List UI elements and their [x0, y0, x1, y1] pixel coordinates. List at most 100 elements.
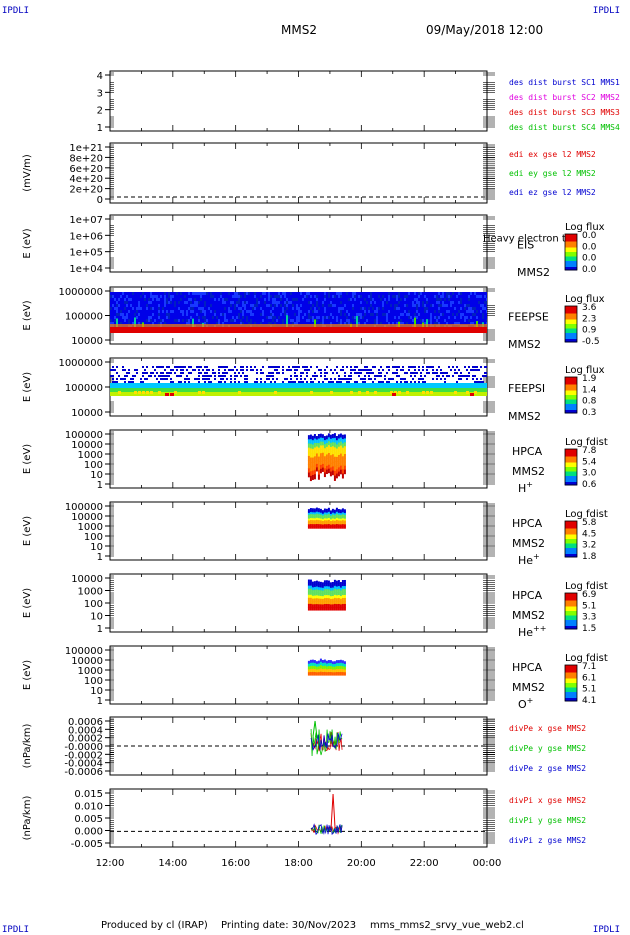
spectrogram-pixel — [220, 313, 222, 316]
spectrogram-pixel — [330, 322, 332, 325]
spectrogram-pixel — [311, 522, 314, 525]
spectrogram-pixel — [176, 375, 178, 377]
colorbar-tick-label: 1.8 — [582, 552, 597, 562]
spectrogram-pixel — [319, 668, 322, 671]
spectrogram-pixel — [112, 381, 114, 383]
spectrogram-pixel — [450, 304, 452, 307]
spectrogram-pixel — [164, 369, 166, 371]
spectrogram-pixel — [272, 372, 274, 374]
time-tick-label: 12:00 — [96, 858, 125, 869]
spectrogram-pixel — [322, 304, 324, 307]
spectrogram-pixel — [325, 660, 328, 663]
spectrogram-pixel — [311, 435, 314, 441]
colorbar-cell — [565, 615, 577, 618]
spectrogram-pixel — [420, 375, 422, 377]
spectrogram-pixel — [378, 307, 380, 310]
spectrogram-pixel — [364, 378, 366, 380]
spectrogram-pixel — [386, 313, 388, 316]
spectrogram-pixel — [298, 381, 300, 383]
colorbar-cell — [565, 681, 577, 684]
spectrogram-pixel — [196, 366, 198, 368]
spectrogram-pixel — [484, 372, 486, 374]
spectrogram-pixel — [316, 366, 318, 368]
spectrogram-pixel — [307, 670, 310, 673]
spectrogram-pixel — [172, 369, 174, 371]
spectrogram-pixel — [150, 316, 152, 319]
spectrogram-pixel — [337, 434, 340, 440]
spectrogram-pixel — [200, 298, 202, 301]
spectrogram-pixel — [430, 313, 432, 316]
spectrogram-pixel — [372, 366, 374, 368]
spectrogram-pixel — [338, 322, 340, 325]
spectrogram-pixel — [319, 510, 322, 514]
spectrogram-pixel — [404, 295, 406, 298]
colorbar-tick-label: 2.3 — [582, 314, 596, 324]
spectrogram-pixel — [327, 460, 330, 466]
spectrogram-pixel — [307, 606, 310, 611]
spectrogram-pixel — [337, 518, 340, 522]
spectrogram-pixel — [341, 508, 344, 511]
spectrogram-pixel — [317, 584, 320, 588]
ytick-label: 1e+05 — [69, 248, 103, 259]
spectrogram-pixel — [452, 301, 454, 304]
spectrogram-pixel — [321, 582, 324, 586]
spectrogram-pixel — [144, 369, 146, 371]
ytick-label: -0.0002 — [64, 750, 103, 761]
spectrogram-pixel — [323, 464, 326, 469]
spectrogram-pixel — [311, 604, 314, 608]
spectrogram-pixel — [341, 580, 344, 584]
spectrogram-pixel — [470, 322, 472, 325]
colorbar-cell — [565, 340, 577, 343]
colorbar-cell — [565, 677, 577, 679]
spectrogram-pixel — [331, 666, 334, 669]
spectrogram-pixel — [337, 516, 340, 520]
spectrogram-pixel — [327, 456, 330, 462]
spectrogram-pixel — [478, 295, 480, 298]
spectrogram-pixel — [180, 366, 182, 368]
spectrogram-pixel — [432, 304, 434, 307]
spectrogram-pixel — [364, 310, 366, 313]
spectrogram-pixel — [360, 378, 362, 380]
spectrogram-pixel — [332, 381, 334, 383]
spectrogram-pixel — [302, 298, 304, 301]
spectrogram-pixel — [333, 461, 336, 467]
spectrogram-pixel — [268, 322, 270, 325]
spectrogram-pixel — [337, 512, 340, 516]
spectrogram-pixel — [331, 673, 334, 676]
spectrogram-pixel — [192, 292, 194, 295]
spectrogram-pixel — [335, 436, 338, 441]
spectrogram-pixel — [346, 322, 348, 325]
spectrogram-pixel — [321, 456, 324, 461]
colorbar-cell — [565, 319, 577, 322]
spectrogram-pixel — [327, 507, 330, 511]
spectrogram-pixel — [290, 375, 292, 377]
spectrogram-pixel — [402, 378, 404, 380]
spectrogram-pixel — [300, 292, 302, 295]
colorbar-cell — [565, 306, 577, 308]
spectrogram-pixel — [288, 369, 290, 371]
spectrogram-pixel — [116, 378, 118, 380]
time-tick-label: 14:00 — [158, 858, 187, 869]
spectrogram-pixel — [414, 313, 416, 316]
spectrogram-pixel — [148, 319, 150, 322]
spectrogram-pixel — [434, 310, 436, 313]
spectrogram-pixel — [337, 589, 340, 593]
spectrogram-pixel — [436, 372, 438, 374]
spectrogram-pixel — [337, 598, 340, 602]
spectrogram-pixel — [464, 366, 466, 368]
spectrogram-pixel — [350, 369, 352, 371]
spectrogram-pixel — [313, 520, 316, 523]
spectrogram-pixel — [309, 662, 312, 665]
spectrogram-pixel — [315, 668, 318, 671]
colorbar-cell — [565, 477, 577, 480]
spectrogram-pixel — [402, 369, 404, 371]
spectrogram-pixel — [110, 295, 112, 298]
spectrogram-pixel — [486, 319, 487, 322]
spectrogram-pixel — [319, 665, 322, 668]
spectrogram-pixel — [478, 369, 480, 371]
spectrogram-pixel — [317, 512, 320, 515]
spectrogram-pixel — [333, 600, 336, 605]
spectrogram-pixel — [388, 298, 390, 301]
spectrogram-pixel — [307, 460, 310, 465]
spectrogram-pixel — [388, 378, 390, 380]
